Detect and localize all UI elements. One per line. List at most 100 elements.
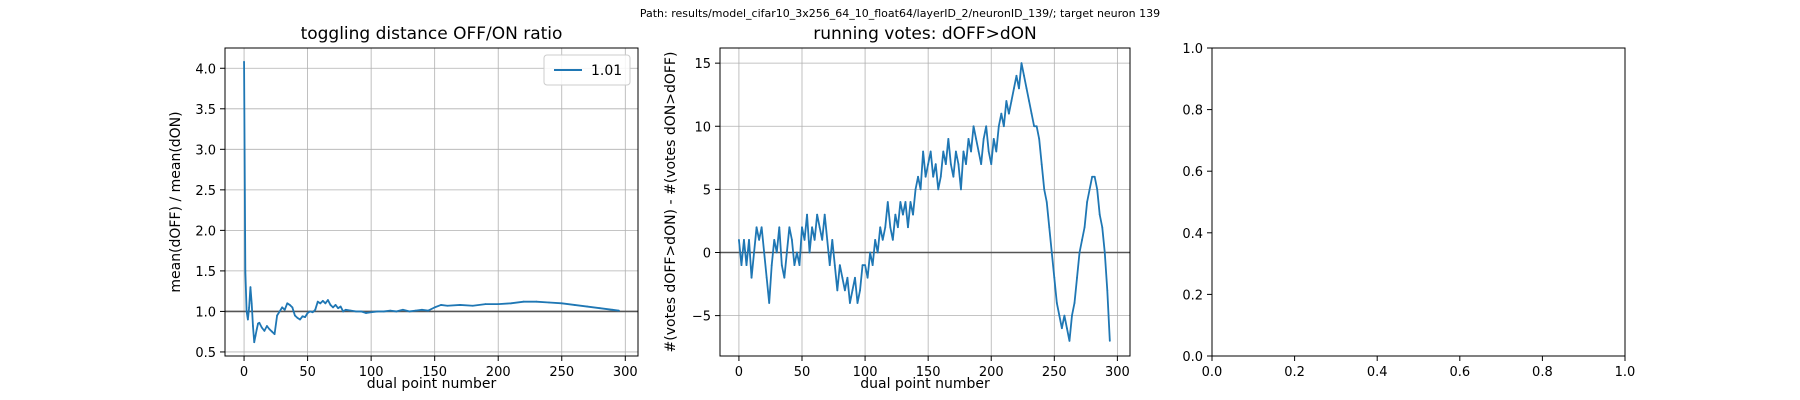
plot2-data-point	[783, 276, 786, 279]
plot2-data-point	[768, 302, 771, 304]
plot1-data-point	[252, 325, 254, 327]
plot1-data-point	[273, 333, 276, 336]
plot2-data-point	[886, 201, 889, 203]
plot2-data-point	[947, 137, 950, 140]
plot2-data-point	[1030, 112, 1033, 115]
plot1-data-point	[408, 310, 411, 313]
plot2-data-point	[909, 201, 912, 203]
plot2-data-point	[1000, 112, 1003, 115]
plot2-data-point	[922, 150, 925, 153]
plot2-data-point	[904, 201, 907, 203]
plot2-x-axis-label: dual point number	[860, 376, 990, 392]
plot2-data-point	[985, 125, 988, 128]
plot1-data-point	[337, 307, 339, 310]
plot1-data-point	[395, 310, 398, 313]
plot2-data-point	[962, 150, 965, 153]
plot1-data-point	[389, 309, 392, 312]
plot1-x-tick-label: 150	[422, 365, 447, 380]
plot2-data-point	[891, 238, 894, 241]
plot2-data-point	[1068, 339, 1071, 342]
plot2-data-point	[806, 213, 808, 216]
plot1-legend-box	[543, 54, 631, 86]
plot3-y-tick-label: 0.8	[1182, 104, 1203, 119]
plot2-data-point	[869, 251, 872, 254]
plot2-data-point	[917, 175, 919, 178]
plot2-y-tick-label: 0	[703, 246, 711, 261]
plot2-data-point	[912, 213, 914, 216]
plot2-data-point	[780, 264, 783, 267]
plot1-data-point	[421, 308, 423, 311]
plot1-data-point	[266, 325, 268, 327]
plot2-data-point	[907, 226, 909, 229]
plot2-data-point	[876, 251, 879, 254]
plot1-data-point	[250, 302, 253, 305]
plot2-data-point	[748, 238, 750, 241]
plot2-data-point	[791, 238, 793, 241]
plot2-data-point	[740, 264, 743, 267]
plot2-data-point	[1015, 74, 1018, 77]
plot1-data-point	[291, 306, 294, 309]
plot2-data-point	[939, 175, 942, 178]
plot1-data-point	[276, 314, 279, 317]
plot2-data-point	[801, 226, 803, 229]
plot2-x-tick-label: 0	[735, 365, 743, 380]
plot1-data-point	[586, 305, 589, 308]
plot1-data-point	[548, 301, 550, 304]
plot1-series-points	[243, 60, 620, 344]
plot2-data-point	[1033, 125, 1036, 128]
plot1-series-line	[243, 61, 620, 344]
plot2-data-point	[1103, 251, 1106, 254]
plot1-y-tick-label: 2.5	[195, 184, 216, 199]
plot2-data-point	[1088, 188, 1091, 191]
plot2-data-point	[889, 226, 892, 229]
plot2-data-point	[1081, 238, 1083, 241]
plot1-data-point	[446, 304, 449, 307]
plot2-data-point	[785, 251, 788, 254]
plot2-data-point	[861, 264, 864, 267]
plot1-data-point	[263, 329, 266, 332]
plot2-frame	[719, 47, 1131, 357]
plot1-data-point	[598, 307, 601, 310]
plot1-data-point	[316, 300, 319, 303]
plot2-y-tick-label: 5	[703, 183, 711, 198]
plot1-data-point	[497, 303, 500, 306]
plot1-x-tick-label: 300	[613, 365, 638, 380]
plot1-data-point	[342, 310, 345, 313]
plot2-x-tick-label: 50	[794, 365, 811, 380]
plot2-data-point	[1060, 327, 1063, 330]
plot1-data-point	[433, 306, 436, 309]
plot1-y-tick-label: 2.0	[195, 224, 216, 239]
plot1-data-point	[309, 310, 312, 313]
plot2-data-point	[1093, 175, 1096, 178]
plot3-y-tick-label: 0.4	[1182, 227, 1203, 242]
plot2-data-point	[879, 226, 882, 229]
plot1-data-point	[510, 302, 512, 305]
plot3-x-tick-label: 1.0	[1615, 365, 1636, 380]
plot1-data-point	[286, 302, 289, 305]
plot1-y-tick-label: 4.0	[195, 62, 216, 77]
plot2-data-point	[760, 226, 763, 229]
plot1-x-tick-label: 100	[359, 365, 384, 380]
plot2-data-point	[899, 201, 902, 203]
plot2-x-tick-label: 200	[979, 365, 1004, 380]
plot2-data-point	[1073, 302, 1076, 304]
plot2-data-point	[1035, 125, 1038, 128]
plot3-x-tick-label: 0.0	[1202, 365, 1223, 380]
plot1-data-point	[246, 318, 249, 321]
plot2-data-point	[884, 226, 887, 229]
plot2-data-point	[1078, 251, 1081, 254]
plot1-y-axis-label: mean(dOFF) / mean(dON)	[168, 111, 184, 292]
plot2-data-point	[750, 276, 753, 279]
plot1-data-point	[365, 312, 367, 314]
plot2-data-point	[1101, 226, 1104, 229]
plot2-data-point	[1023, 74, 1025, 77]
plot1-data-point	[260, 326, 263, 329]
plot1-data-point	[535, 300, 538, 303]
plot1-data-point	[321, 299, 324, 302]
plot1-title: toggling distance OFF/ON ratio	[301, 24, 563, 44]
plot1-data-point	[329, 304, 332, 306]
plot2-data-point	[821, 238, 824, 241]
plot2-data-point	[793, 264, 796, 267]
plot1-data-point	[255, 328, 258, 331]
